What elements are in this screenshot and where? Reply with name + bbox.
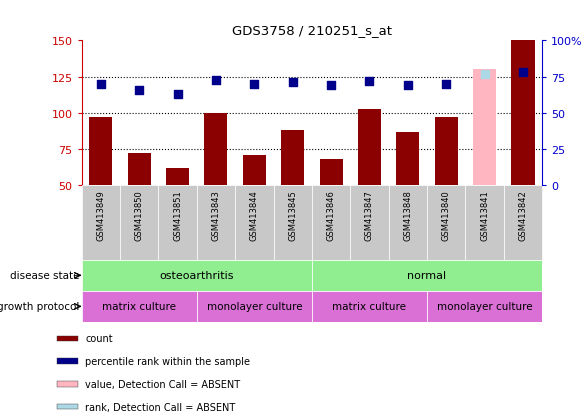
Text: GSM413844: GSM413844	[250, 190, 259, 240]
Title: GDS3758 / 210251_s_at: GDS3758 / 210251_s_at	[232, 24, 392, 37]
Bar	[465, 186, 504, 260]
Bar	[319, 160, 343, 186]
Bar	[196, 186, 235, 260]
Text: GSM413846: GSM413846	[326, 190, 336, 240]
Text: value, Detection Call = ABSENT: value, Detection Call = ABSENT	[85, 379, 241, 389]
Bar	[82, 291, 196, 322]
Bar	[389, 186, 427, 260]
Point	[326, 83, 336, 89]
Text: GSM413842: GSM413842	[518, 190, 528, 240]
Bar	[504, 186, 542, 260]
Bar	[57, 404, 78, 409]
Bar	[57, 358, 78, 364]
Bar	[312, 260, 542, 291]
Text: GSM413848: GSM413848	[403, 190, 412, 240]
Bar	[243, 155, 266, 186]
Bar	[57, 381, 78, 387]
Bar	[473, 70, 496, 186]
Bar	[82, 186, 120, 260]
Bar	[166, 169, 189, 186]
Point	[441, 81, 451, 88]
Bar	[435, 118, 458, 186]
Bar	[235, 186, 273, 260]
Text: count: count	[85, 334, 113, 344]
Bar	[273, 186, 312, 260]
Bar	[57, 336, 78, 341]
Bar	[159, 186, 196, 260]
Text: GSM413843: GSM413843	[212, 190, 220, 240]
Text: monolayer culture: monolayer culture	[206, 301, 302, 312]
Point	[518, 70, 528, 76]
Text: GSM413849: GSM413849	[96, 190, 106, 240]
Text: disease state: disease state	[10, 271, 80, 281]
Bar	[120, 186, 159, 260]
Bar	[427, 291, 542, 322]
Text: GSM413841: GSM413841	[480, 190, 489, 240]
Bar	[89, 118, 113, 186]
Text: percentile rank within the sample: percentile rank within the sample	[85, 356, 250, 366]
Text: matrix culture: matrix culture	[332, 301, 406, 312]
Bar	[358, 109, 381, 186]
Text: normal: normal	[408, 271, 447, 281]
Text: GSM413840: GSM413840	[442, 190, 451, 240]
Text: rank, Detection Call = ABSENT: rank, Detection Call = ABSENT	[85, 402, 236, 412]
Point	[173, 91, 182, 98]
Bar	[396, 132, 419, 186]
Text: GSM413847: GSM413847	[365, 190, 374, 240]
Bar	[196, 291, 312, 322]
Text: monolayer culture: monolayer culture	[437, 301, 532, 312]
Bar	[128, 154, 150, 186]
Point	[250, 81, 259, 88]
Bar	[312, 186, 350, 260]
Bar	[312, 291, 427, 322]
Text: matrix culture: matrix culture	[102, 301, 176, 312]
Point	[135, 87, 144, 94]
Point	[403, 83, 413, 89]
Point	[96, 81, 106, 88]
Text: osteoarthritis: osteoarthritis	[160, 271, 234, 281]
Bar	[350, 186, 389, 260]
Point	[480, 71, 489, 78]
Bar	[205, 114, 227, 186]
Point	[211, 77, 220, 83]
Text: GSM413845: GSM413845	[288, 190, 297, 240]
Text: GSM413850: GSM413850	[135, 190, 143, 240]
Text: GSM413851: GSM413851	[173, 190, 182, 240]
Text: growth protocol: growth protocol	[0, 301, 80, 312]
Bar	[82, 260, 312, 291]
Bar	[511, 41, 535, 186]
Bar	[427, 186, 465, 260]
Bar	[281, 131, 304, 186]
Point	[365, 78, 374, 85]
Point	[288, 80, 297, 86]
